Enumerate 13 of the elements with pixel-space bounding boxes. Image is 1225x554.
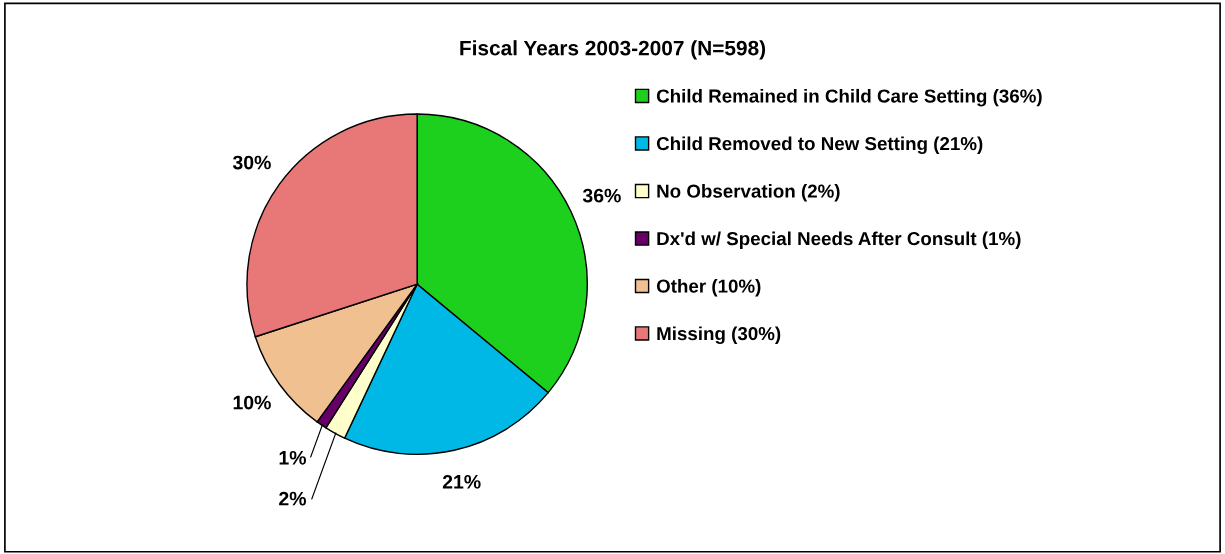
- legend-label: Dx'd w/ Special Needs After Consult (1%): [657, 231, 1021, 249]
- data-label: 21%: [442, 474, 481, 489]
- legend-label: Child Removed to New Setting (21%): [656, 136, 983, 155]
- legend-label: Other (10%): [656, 278, 761, 297]
- data-label: 10%: [233, 395, 271, 410]
- chart-title: Fiscal Years 2003-2007 (N=598): [460, 40, 766, 60]
- data-label: 30%: [232, 155, 271, 170]
- data-label: 2%: [279, 491, 306, 506]
- legend-label: No Observation (2%): [657, 184, 840, 202]
- legend-label: Child Remained in Child Care Setting (36%): [656, 88, 1042, 107]
- data-label: 1%: [279, 450, 306, 465]
- data-label: 36%: [582, 188, 621, 203]
- legend-label: Missing (30%): [657, 326, 781, 345]
